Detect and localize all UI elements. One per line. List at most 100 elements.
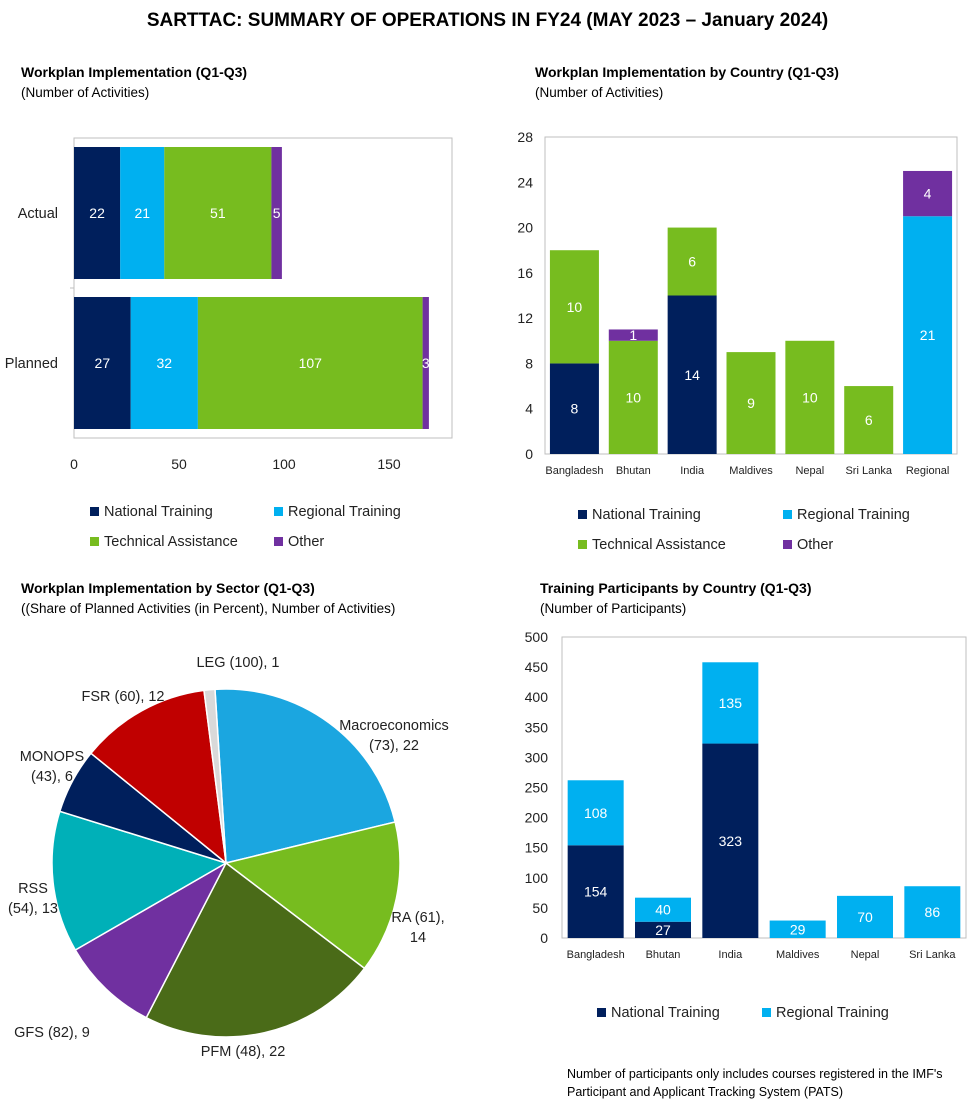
country-bar-bangladesh-technical-assistance [549, 250, 599, 364]
participants-y-tick-400: 400 [525, 689, 549, 705]
participants-bar-india-national-training [702, 743, 759, 938]
workplan-data-label-actual-technical-assistance: 51 [210, 205, 226, 221]
sector-slice-macroeconomics [214, 688, 397, 864]
workplan-data-label-actual-regional-training: 21 [134, 205, 150, 221]
country-data-label-sri-lanka-technical-assistance: 6 [865, 412, 873, 428]
sector-slice-pfm [145, 861, 366, 1038]
sector-label-monops-line-2: (43), 6 [31, 769, 73, 785]
country-y-tick-0: 0 [525, 446, 533, 462]
country-x-tick-maldives: Maldives [729, 465, 773, 477]
participants-data-label-india-national-training: 323 [719, 833, 743, 849]
country-data-label-regional-regional-training: 21 [920, 327, 936, 343]
country-y-tick-28: 28 [517, 129, 533, 145]
workplan-data-label-planned-technical-assistance: 107 [299, 355, 323, 371]
country-data-label-india-national-training: 14 [684, 367, 700, 383]
workplan-legend-label-technical-assistance: Technical Assistance [104, 534, 238, 550]
workplan-legend-swatch-national-training [90, 507, 99, 516]
country-legend-label-regional-training: Regional Training [797, 507, 910, 523]
country-bar-india-technical-assistance [667, 227, 717, 296]
participants-legend-swatch-regional-training [762, 1008, 771, 1017]
sector-slice-gfs [74, 861, 228, 1019]
participants-bar-bangladesh-national-training [567, 845, 624, 938]
workplan-x-tick-150: 150 [377, 456, 401, 472]
participants-x-tick-nepal: Nepal [851, 949, 880, 961]
participants-data-label-maldives-regional-training: 29 [790, 921, 806, 937]
sector-label-leg: LEG (100), 1 [196, 655, 279, 671]
participants-data-label-bhutan-national-training: 27 [655, 922, 671, 938]
country-x-tick-india: India [680, 465, 705, 477]
participants-data-label-sri-lanka-regional-training: 86 [925, 904, 941, 920]
workplan-legend-swatch-technical-assistance [90, 537, 99, 546]
participants-bar-sri-lanka-regional-training [904, 886, 961, 938]
sector-chart-title: Workplan Implementation by Sector (Q1-Q3… [21, 580, 315, 596]
sector-label-fsr: FSR (60), 12 [82, 689, 165, 705]
workplan-x-tick-50: 50 [171, 456, 187, 472]
workplan-bar-planned-other [422, 297, 429, 429]
country-chart-title: Workplan Implementation by Country (Q1-Q… [535, 64, 839, 80]
participants-legend-label-regional-training: Regional Training [776, 1005, 889, 1021]
sector-slice-rss [51, 810, 228, 952]
workplan-bar-planned-national-training [74, 297, 131, 429]
country-y-tick-12: 12 [517, 310, 533, 326]
sector-slice-fsr [89, 689, 227, 865]
participants-bar-maldives-regional-training [769, 920, 826, 938]
country-bar-bhutan-technical-assistance [608, 340, 658, 454]
country-legend-swatch-technical-assistance [578, 540, 587, 549]
country-legend-swatch-other [783, 540, 792, 549]
country-x-tick-nepal: Nepal [795, 465, 824, 477]
workplan-data-label-actual-other: 5 [273, 205, 281, 221]
workplan-x-tick-0: 0 [70, 456, 78, 472]
country-x-tick-bangladesh: Bangladesh [545, 465, 603, 477]
participants-chart-title: Training Participants by Country (Q1-Q3) [540, 580, 812, 596]
sector-label-macroeconomics-line-2: (73), 22 [369, 738, 419, 754]
participants-y-tick-350: 350 [525, 719, 549, 735]
sector-label-rss: RSS [18, 881, 48, 897]
workplan-bar-planned-regional-training [130, 297, 198, 429]
participants-y-tick-100: 100 [525, 870, 549, 886]
country-legend-swatch-regional-training [783, 510, 792, 519]
participants-data-label-nepal-regional-training: 70 [857, 909, 873, 925]
workplan-chart-subtitle: (Number of Activities) [21, 85, 150, 100]
country-legend-label-technical-assistance: Technical Assistance [592, 537, 726, 553]
sector-label-gfs: GFS (82), 9 [14, 1025, 90, 1041]
country-y-tick-16: 16 [517, 265, 533, 281]
workplan-chart-title: Workplan Implementation (Q1-Q3) [21, 64, 248, 80]
sector-chart-subtitle: ((Share of Planned Activities (in Percen… [21, 601, 396, 616]
workplan-bar-planned-technical-assistance [197, 297, 423, 429]
country-y-tick-20: 20 [517, 220, 533, 236]
workplan-bar-actual-national-training [74, 147, 121, 279]
sector-label-rss-line-2: (54), 13 [8, 901, 58, 917]
workplan-legend-label-national-training: National Training [104, 504, 213, 520]
workplan-category-label-planned: Planned [5, 356, 58, 372]
workplan-x-tick-100: 100 [272, 456, 296, 472]
participants-bar-bhutan-regional-training [635, 897, 691, 922]
participants-bar-bangladesh-regional-training [567, 780, 624, 846]
sector-label-ra: RA (61), [391, 910, 444, 926]
sector-label-macroeconomics: Macroeconomics [339, 718, 449, 734]
participants-y-tick-450: 450 [525, 659, 549, 675]
participants-y-tick-250: 250 [525, 780, 549, 796]
participants-bar-india-regional-training [702, 662, 759, 744]
participants-data-label-bhutan-regional-training: 40 [655, 902, 671, 918]
country-y-tick-24: 24 [517, 174, 533, 190]
participants-legend-swatch-national-training [597, 1008, 606, 1017]
participants-y-tick-200: 200 [525, 810, 549, 826]
country-bar-bangladesh-national-training [549, 363, 599, 454]
sector-slice-leg [203, 688, 227, 864]
country-bar-regional-regional-training [903, 216, 953, 454]
sector-label-pfm: PFM (48), 22 [201, 1044, 286, 1060]
participants-data-label-india-regional-training: 135 [719, 695, 743, 711]
participants-y-tick-500: 500 [525, 629, 549, 645]
workplan-data-label-planned-regional-training: 32 [157, 355, 173, 371]
participants-data-label-bangladesh-national-training: 154 [584, 884, 608, 900]
country-data-label-regional-other: 4 [924, 186, 932, 202]
country-bar-nepal-technical-assistance [785, 340, 835, 454]
workplan-data-label-planned-other: 3 [422, 355, 430, 371]
participants-x-tick-india: India [718, 949, 743, 961]
participants-x-tick-bangladesh: Bangladesh [567, 949, 625, 961]
workplan-bar-actual-technical-assistance [164, 147, 272, 279]
country-x-tick-regional: Regional [906, 465, 949, 477]
country-data-label-nepal-technical-assistance: 10 [802, 389, 818, 405]
participants-chart-subtitle: (Number of Participants) [540, 601, 687, 616]
participants-y-tick-0: 0 [540, 930, 548, 946]
